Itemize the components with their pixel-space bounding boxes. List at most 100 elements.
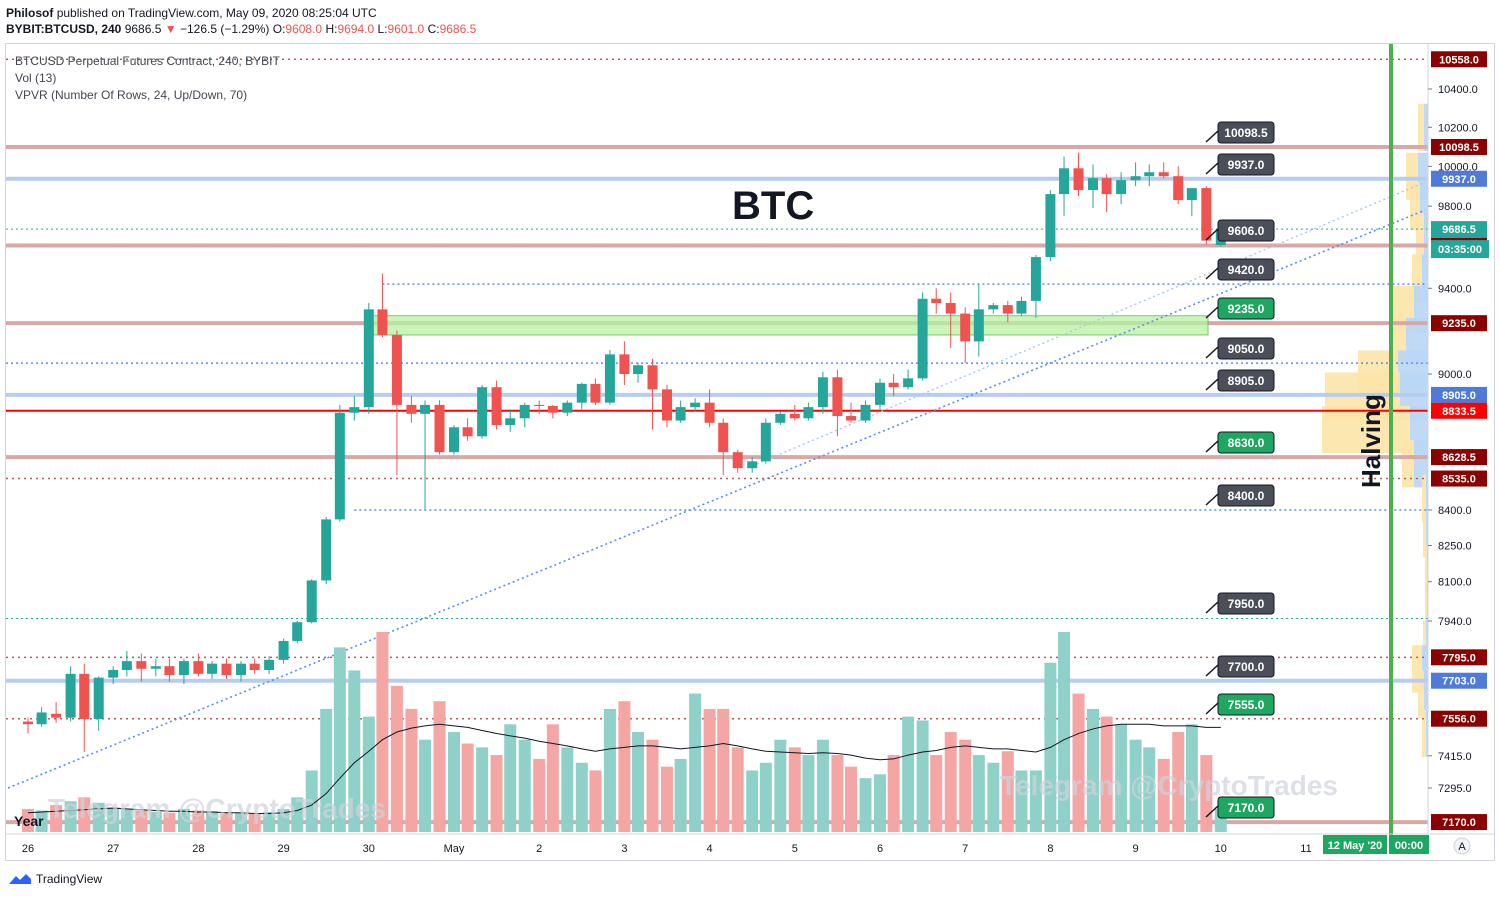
volume-bar xyxy=(1029,770,1042,832)
x-tick-label: 27 xyxy=(107,843,119,855)
volume-bar xyxy=(859,778,872,832)
candle-body xyxy=(264,659,275,671)
volume-indicator-label[interactable]: Vol (13) xyxy=(15,71,57,85)
callout-box xyxy=(1217,484,1275,507)
candle-body xyxy=(590,383,601,403)
price-tag-text: 10098.5 xyxy=(1439,142,1479,154)
callout-label: 7555.0 xyxy=(1228,698,1265,712)
candle-body xyxy=(760,422,771,462)
callout-box xyxy=(1217,297,1275,320)
vpvr-indicator-label[interactable]: VPVR (Number Of Rows, 24, Up/Down, 70) xyxy=(15,88,248,102)
candle-body xyxy=(875,382,885,405)
volume-bar xyxy=(831,755,844,832)
halving-time-text: 00:00 xyxy=(1395,840,1423,852)
vpvr-row-down xyxy=(1412,254,1422,302)
y-tick-label: 7415.0 xyxy=(1438,751,1472,763)
telegram-watermark-right: Telegram @CryptoTrades xyxy=(1000,770,1338,801)
callout-label: 9420.0 xyxy=(1228,263,1265,277)
volume-bar xyxy=(603,708,616,832)
volume-bar xyxy=(1172,732,1185,832)
volume-bar xyxy=(333,647,346,832)
x-tick-label: 28 xyxy=(192,843,204,855)
volume-bar xyxy=(1087,708,1099,832)
high-value: 9694.0 xyxy=(337,22,375,36)
candle-body xyxy=(732,452,743,469)
callout-label: 7170.0 xyxy=(1228,801,1265,815)
volume-bar xyxy=(546,724,559,832)
volume-bar xyxy=(1115,724,1128,832)
candle-body xyxy=(789,413,800,419)
volume-bar xyxy=(746,770,759,832)
publisher-name[interactable]: Philosof xyxy=(6,6,54,20)
candle-body xyxy=(860,404,871,421)
vpvr-row-down xyxy=(1402,440,1414,488)
callout-pointer xyxy=(1205,228,1219,241)
volume-bar xyxy=(575,762,588,832)
tradingview-footer[interactable]: TradingView xyxy=(8,872,102,886)
candle-body xyxy=(505,418,516,426)
candle-body xyxy=(888,382,899,388)
candle-body xyxy=(690,402,701,408)
x-tick-label: 11 xyxy=(1300,843,1311,855)
volume-ma-line xyxy=(27,723,1221,815)
vpvr-row-down xyxy=(1416,213,1424,261)
volume-bar xyxy=(163,812,176,832)
vpvr-row-down xyxy=(1322,406,1410,454)
volume-bar xyxy=(533,758,546,832)
auto-scale-label: A xyxy=(1458,841,1466,853)
y-tick-label: 8400.0 xyxy=(1438,505,1472,517)
price-tag-8833.5 xyxy=(1431,402,1487,419)
vpvr-row-down xyxy=(1423,619,1426,668)
volume-bar xyxy=(362,716,375,832)
candle-body xyxy=(1073,168,1084,191)
candle-body xyxy=(803,407,814,419)
price-tag-text: 8833.5 xyxy=(1442,406,1476,418)
callout-label: 8905.0 xyxy=(1228,374,1265,388)
ascending-trendline xyxy=(7,209,1426,789)
candle-body xyxy=(420,404,431,414)
candle-body xyxy=(36,712,47,725)
candle-body xyxy=(576,383,587,403)
tradingview-logo-icon xyxy=(9,874,31,884)
candle-body xyxy=(775,413,786,423)
auto-scale-button[interactable] xyxy=(1453,837,1471,855)
candle-body xyxy=(647,365,658,390)
y-tick-label: 10400.0 xyxy=(1438,84,1478,96)
volume-bar xyxy=(816,739,829,832)
vpvr-row-up xyxy=(1424,103,1428,152)
close-value: 9686.5 xyxy=(439,22,477,36)
volume-bar xyxy=(504,724,517,832)
price-tag-text: 9686.5 xyxy=(1442,224,1476,236)
y-tick-label: 9800.0 xyxy=(1438,201,1472,213)
indicator-legend: BTCUSD Perpetual Futures Contract, 240, … xyxy=(15,53,280,104)
footer-brand: TradingView xyxy=(36,872,103,886)
volume-bar xyxy=(661,766,673,832)
callout-pointer xyxy=(1205,346,1219,359)
vpvr-row-up xyxy=(1420,182,1428,230)
price-tag-9235.0 xyxy=(1431,315,1487,332)
change-value: −126.5 (−1.29%) xyxy=(179,22,270,36)
callout-label: 7700.0 xyxy=(1228,660,1265,674)
close-label: C: xyxy=(427,22,440,36)
candle-body xyxy=(221,663,232,676)
vpvr-row-down xyxy=(1410,182,1420,230)
candle-body xyxy=(832,377,843,417)
candle-body xyxy=(988,305,999,310)
volume-bar xyxy=(22,808,34,832)
series-title[interactable]: BTCUSD Perpetual Futures Contract, 240, … xyxy=(15,54,280,68)
candle-body xyxy=(79,673,90,719)
price-tag-text: 9235.0 xyxy=(1442,318,1476,330)
volume-bar xyxy=(703,708,716,832)
candle-body xyxy=(108,670,119,678)
vpvr-row-down xyxy=(1422,474,1426,523)
candle-body xyxy=(917,298,928,379)
callout-pointer xyxy=(1205,378,1219,391)
candle-body xyxy=(391,334,402,405)
publisher-line: Philosof published on TradingView.com, M… xyxy=(6,6,377,20)
candle-body xyxy=(1101,178,1112,195)
volume-bar xyxy=(376,632,389,832)
callout-box xyxy=(1217,121,1275,144)
symbol-label[interactable]: BYBIT:BTCUSD, 240 xyxy=(6,22,122,36)
vpvr-row-up xyxy=(1424,670,1428,719)
